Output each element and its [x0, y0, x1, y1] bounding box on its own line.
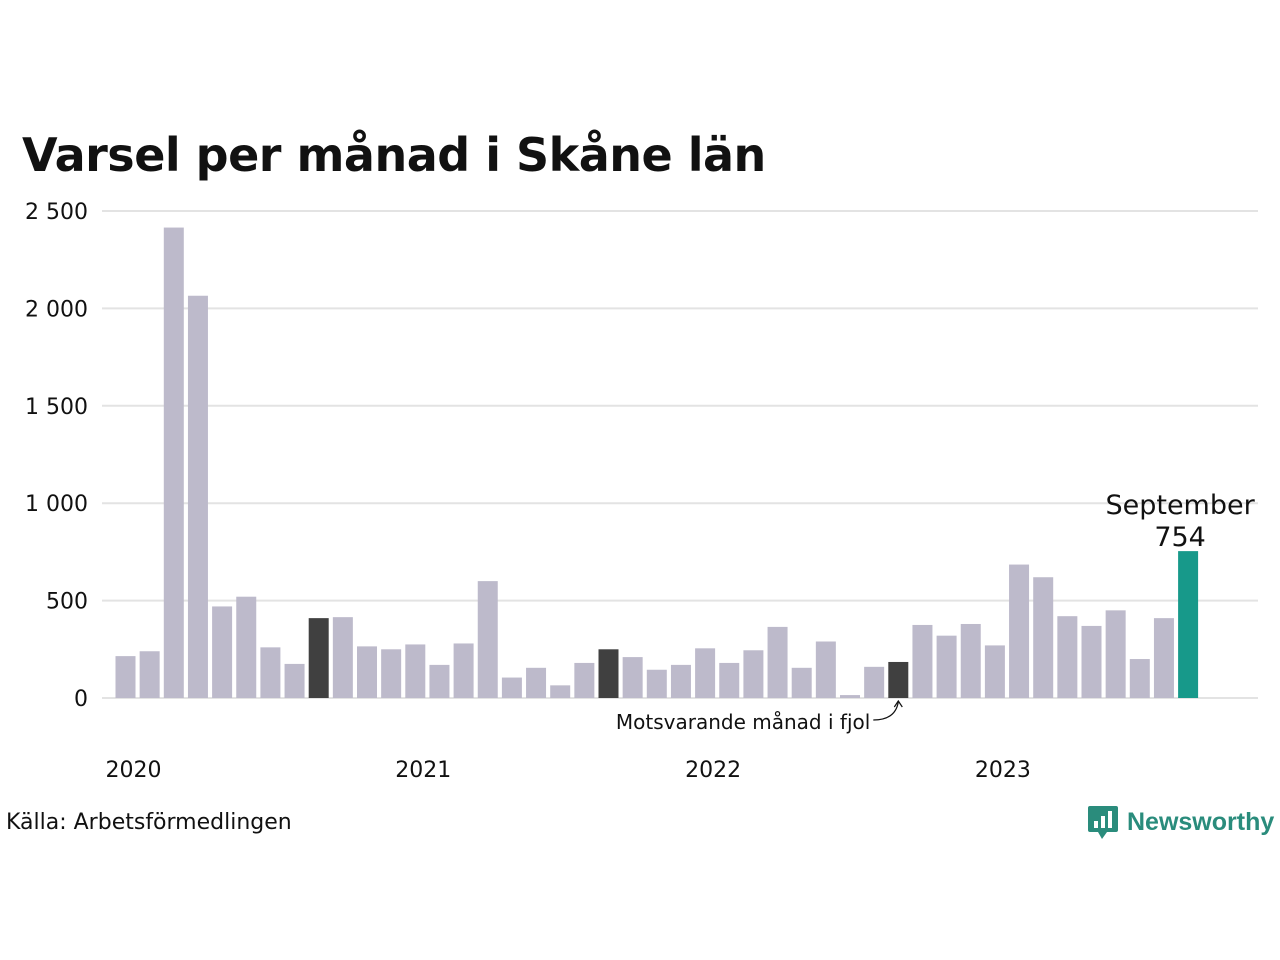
bar[interactable] [115, 656, 136, 698]
y-tick-label: 1 500 [25, 395, 88, 420]
chart-bubble-icon [1088, 806, 1118, 839]
source-note: Källa: Arbetsförmedlingen [6, 810, 292, 835]
brand-name: Newsworthy [1127, 807, 1275, 836]
bar[interactable] [357, 646, 377, 698]
bar[interactable] [260, 647, 281, 698]
y-tick-label: 0 [74, 687, 88, 712]
highlight-month-label: September [1105, 490, 1255, 521]
annotation-arrow [873, 701, 899, 721]
x-axis-labels: 2020 2021 2022 2023 [106, 758, 1031, 783]
bar[interactable] [743, 650, 764, 698]
bar[interactable] [1081, 625, 1102, 698]
bar[interactable] [936, 635, 957, 698]
bar[interactable] [840, 695, 860, 698]
grid-lines [102, 210, 1258, 699]
bar[interactable] [1057, 616, 1078, 698]
bar[interactable] [719, 662, 740, 698]
annotation-label: Motsvarande månad i fjol [616, 710, 870, 734]
annotation-arrowhead [893, 699, 903, 708]
bar[interactable] [1033, 577, 1054, 698]
y-tick-label: 2 000 [25, 297, 88, 322]
newsworthy-logo[interactable]: Newsworthy [1087, 804, 1274, 840]
bar-previous-year[interactable] [308, 618, 329, 698]
highlight-value-label: 754 [1154, 522, 1206, 553]
bar[interactable] [332, 617, 353, 698]
bar[interactable] [815, 641, 836, 698]
bar[interactable] [695, 648, 716, 698]
bar[interactable] [791, 667, 812, 698]
bar[interactable] [405, 644, 426, 698]
bar[interactable] [864, 666, 885, 698]
bar[interactable] [646, 669, 667, 698]
bar[interactable] [912, 624, 933, 698]
bar[interactable] [453, 643, 474, 698]
bar[interactable] [1153, 618, 1174, 698]
bar-previous-year[interactable] [598, 649, 619, 698]
bar[interactable] [236, 596, 257, 698]
bar[interactable] [984, 645, 1005, 698]
x-year-label: 2022 [685, 758, 741, 783]
bar[interactable] [574, 662, 595, 698]
x-year-label: 2021 [395, 758, 451, 783]
bar[interactable] [429, 664, 450, 698]
bar[interactable] [187, 295, 208, 698]
bar[interactable] [1129, 659, 1150, 698]
bar[interactable] [526, 667, 547, 698]
bar-previous-year[interactable] [888, 661, 909, 698]
x-year-label: 2023 [975, 758, 1031, 783]
bar[interactable] [550, 685, 571, 698]
bar[interactable] [622, 657, 643, 698]
bars [115, 227, 1199, 699]
bar[interactable] [767, 626, 788, 698]
x-year-label: 2020 [106, 758, 162, 783]
bar[interactable] [1009, 564, 1030, 698]
bar[interactable] [670, 664, 691, 698]
y-tick-label: 2 500 [25, 200, 88, 225]
bar[interactable] [163, 227, 184, 699]
bar[interactable] [501, 677, 522, 698]
bar[interactable] [477, 581, 498, 698]
bar[interactable] [1105, 610, 1126, 698]
bar[interactable] [381, 649, 402, 698]
bar[interactable] [960, 623, 981, 698]
y-tick-label: 500 [46, 590, 88, 615]
chart-title: Varsel per månad i Skåne län [22, 128, 766, 182]
y-tick-label: 1 000 [25, 492, 88, 517]
bar-current-month[interactable] [1178, 551, 1199, 698]
y-axis-labels: 0 500 1 000 1 500 2 000 2 500 [25, 200, 88, 712]
bar[interactable] [139, 651, 160, 698]
bar[interactable] [284, 663, 305, 698]
bar[interactable] [212, 606, 233, 698]
